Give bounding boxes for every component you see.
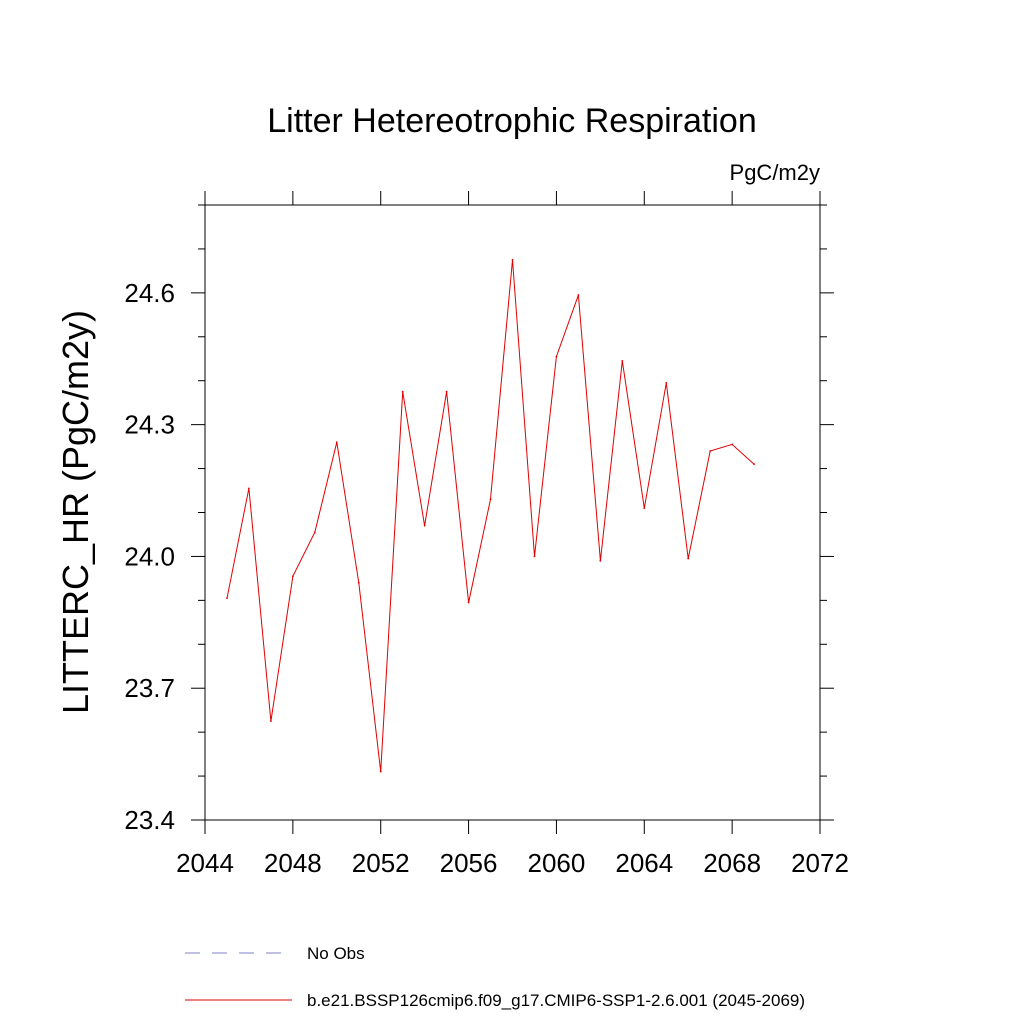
x-tick-labels: 2044 2048 2052 2056 2060 2064 2068 2072 (176, 848, 849, 878)
x-tick-label: 2064 (615, 848, 673, 878)
data-point (665, 382, 668, 384)
data-point (335, 441, 338, 444)
data-point (226, 597, 228, 600)
data-point (709, 450, 712, 452)
x-tick-label: 2056 (440, 848, 498, 878)
y-tick-label: 24.6 (124, 278, 175, 308)
x-tick-label: 2044 (176, 848, 234, 878)
data-point (248, 487, 250, 490)
data-point (577, 294, 580, 296)
data-point (555, 355, 558, 358)
data-point (489, 498, 492, 501)
data-point (269, 720, 272, 723)
x-tick-label: 2060 (528, 848, 586, 878)
legend: No Obs b.e21.BSSP126cmip6.f09_g17.CMIP6-S… (185, 944, 805, 1010)
series-line-0 (226, 259, 755, 772)
data-point (687, 557, 690, 560)
legend-label: No Obs (307, 944, 365, 963)
x-tick-label: 2052 (352, 848, 410, 878)
series-layer (226, 259, 756, 773)
data-point (731, 443, 734, 446)
data-point (599, 559, 602, 562)
data-point (423, 524, 426, 527)
data-point (445, 390, 448, 393)
y-tick-label: 23.7 (124, 673, 175, 703)
data-point (753, 463, 756, 466)
data-point (313, 531, 316, 534)
x-tick-label: 2068 (703, 848, 761, 878)
data-point (401, 390, 404, 393)
data-point (467, 601, 470, 604)
chart-title: Litter Hetereotrophic Respiration (267, 102, 756, 140)
data-point (533, 555, 536, 558)
data-point (357, 581, 360, 584)
data-point (621, 360, 624, 362)
y-tick-label: 24.0 (124, 541, 175, 571)
x-tick-label: 2072 (791, 848, 849, 878)
y-tick-labels: 23.4 23.7 24.0 24.3 24.6 (124, 278, 175, 835)
y-tick-label: 23.4 (124, 805, 175, 835)
axis-ticks (191, 191, 834, 834)
data-point (291, 575, 294, 578)
y-axis-label: LITTERC_HR (PgC/m2y) (55, 310, 96, 714)
x-tick-label: 2048 (264, 848, 322, 878)
data-point (511, 259, 514, 261)
y-tick-label: 24.3 (124, 410, 175, 440)
plot-frame (204, 204, 821, 821)
data-point (379, 770, 382, 773)
legend-label: b.e21.BSSP126cmip6.f09_g17.CMIP6-SSP1-2.… (307, 991, 805, 1010)
units-label: PgC/m2y (730, 160, 820, 185)
data-point (643, 507, 646, 510)
